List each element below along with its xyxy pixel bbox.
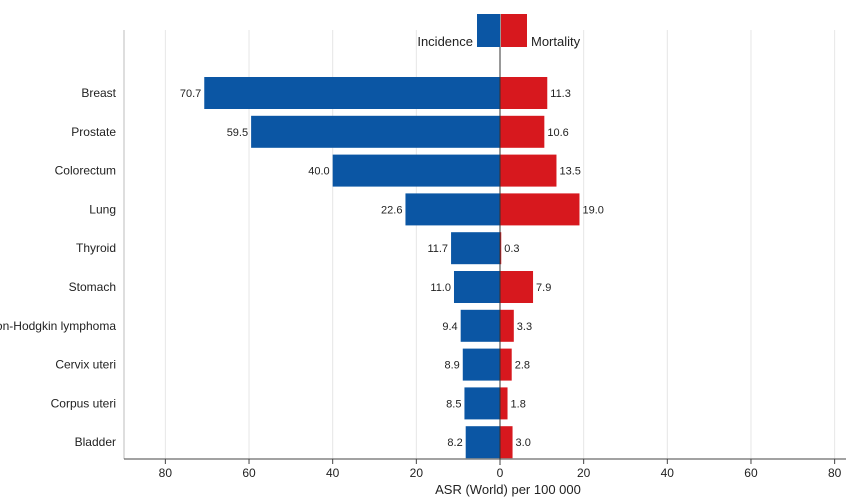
bar-mortality xyxy=(500,426,513,459)
bar-mortality xyxy=(500,271,534,303)
category-label: Colorectum xyxy=(55,164,116,178)
legend-label-mortality: Mortality xyxy=(531,34,581,49)
bar-incidence xyxy=(332,154,500,187)
bar-mortality xyxy=(500,115,545,148)
value-label-incidence: 11.7 xyxy=(427,243,448,255)
category-label: Lung xyxy=(89,202,116,216)
x-tick-label: 40 xyxy=(661,466,675,480)
value-label-mortality: 2.8 xyxy=(515,360,530,372)
x-tick-label: 40 xyxy=(326,466,340,480)
bar-mortality xyxy=(500,348,512,381)
value-label-incidence: 8.2 xyxy=(447,437,462,449)
bar-incidence xyxy=(462,348,500,381)
x-tick-label: 80 xyxy=(159,466,173,480)
category-label: Prostate xyxy=(71,125,116,139)
x-axis-ticks: 80 60 40 20 0 20 40 60 80 xyxy=(159,459,842,480)
value-label-incidence: 9.4 xyxy=(442,321,457,333)
x-tick-label: 0 xyxy=(497,466,504,480)
x-tick-label: 80 xyxy=(828,466,842,480)
bar-mortality xyxy=(500,154,557,187)
bar-incidence xyxy=(453,271,500,303)
x-tick-label: 20 xyxy=(577,466,591,480)
category-label: Stomach xyxy=(69,280,116,294)
bar-incidence xyxy=(405,193,500,226)
bar-mortality xyxy=(500,387,508,420)
bar-incidence xyxy=(251,115,500,148)
value-label-mortality: 13.5 xyxy=(559,166,580,178)
category-label: Non-Hodgkin lymphoma xyxy=(0,319,116,333)
value-label-incidence: 59.5 xyxy=(227,127,248,139)
value-label-mortality: 1.8 xyxy=(511,398,526,410)
bar-incidence xyxy=(204,77,500,109)
value-label-incidence: 40.0 xyxy=(308,166,329,178)
bar-mortality xyxy=(500,193,580,226)
bar-incidence xyxy=(451,232,500,265)
x-tick-label: 20 xyxy=(410,466,424,480)
value-label-mortality: 10.6 xyxy=(547,127,568,139)
x-tick-label: 60 xyxy=(242,466,256,480)
category-label: Cervix uteri xyxy=(55,358,116,372)
value-label-mortality: 19.0 xyxy=(582,204,603,216)
legend: Incidence Mortality xyxy=(417,14,581,49)
value-label-mortality: 7.9 xyxy=(536,282,551,294)
legend-label-incidence: Incidence xyxy=(417,34,473,49)
bar-mortality xyxy=(500,309,514,342)
x-tick-label: 60 xyxy=(744,466,758,480)
value-label-mortality: 3.3 xyxy=(517,321,532,333)
bar-mortality xyxy=(500,77,548,109)
value-label-incidence: 8.9 xyxy=(444,360,459,372)
category-label: Bladder xyxy=(75,435,116,449)
legend-swatch-incidence xyxy=(477,14,500,47)
value-label-mortality: 0.3 xyxy=(504,243,519,255)
value-label-incidence: 22.6 xyxy=(381,204,402,216)
category-label: Corpus uteri xyxy=(51,396,116,410)
value-label-incidence: 11.0 xyxy=(430,282,451,294)
category-label: Thyroid xyxy=(76,241,116,255)
bars-layer: 70.7 11.3 Breast 59.5 10.6 Prostate 40.0 13.5 Co… xyxy=(0,77,604,459)
category-label: Breast xyxy=(81,86,116,100)
bar-incidence xyxy=(464,387,500,420)
bar-incidence xyxy=(460,309,500,342)
x-axis-title: ASR (World) per 100 000 xyxy=(435,482,581,497)
bar-mortality xyxy=(500,232,502,265)
legend-swatch-mortality xyxy=(501,14,527,47)
bar-incidence xyxy=(465,426,500,459)
value-label-mortality: 11.3 xyxy=(550,88,571,100)
value-label-incidence: 8.5 xyxy=(446,398,461,410)
value-label-mortality: 3.0 xyxy=(516,437,531,449)
value-label-incidence: 70.7 xyxy=(180,88,201,100)
